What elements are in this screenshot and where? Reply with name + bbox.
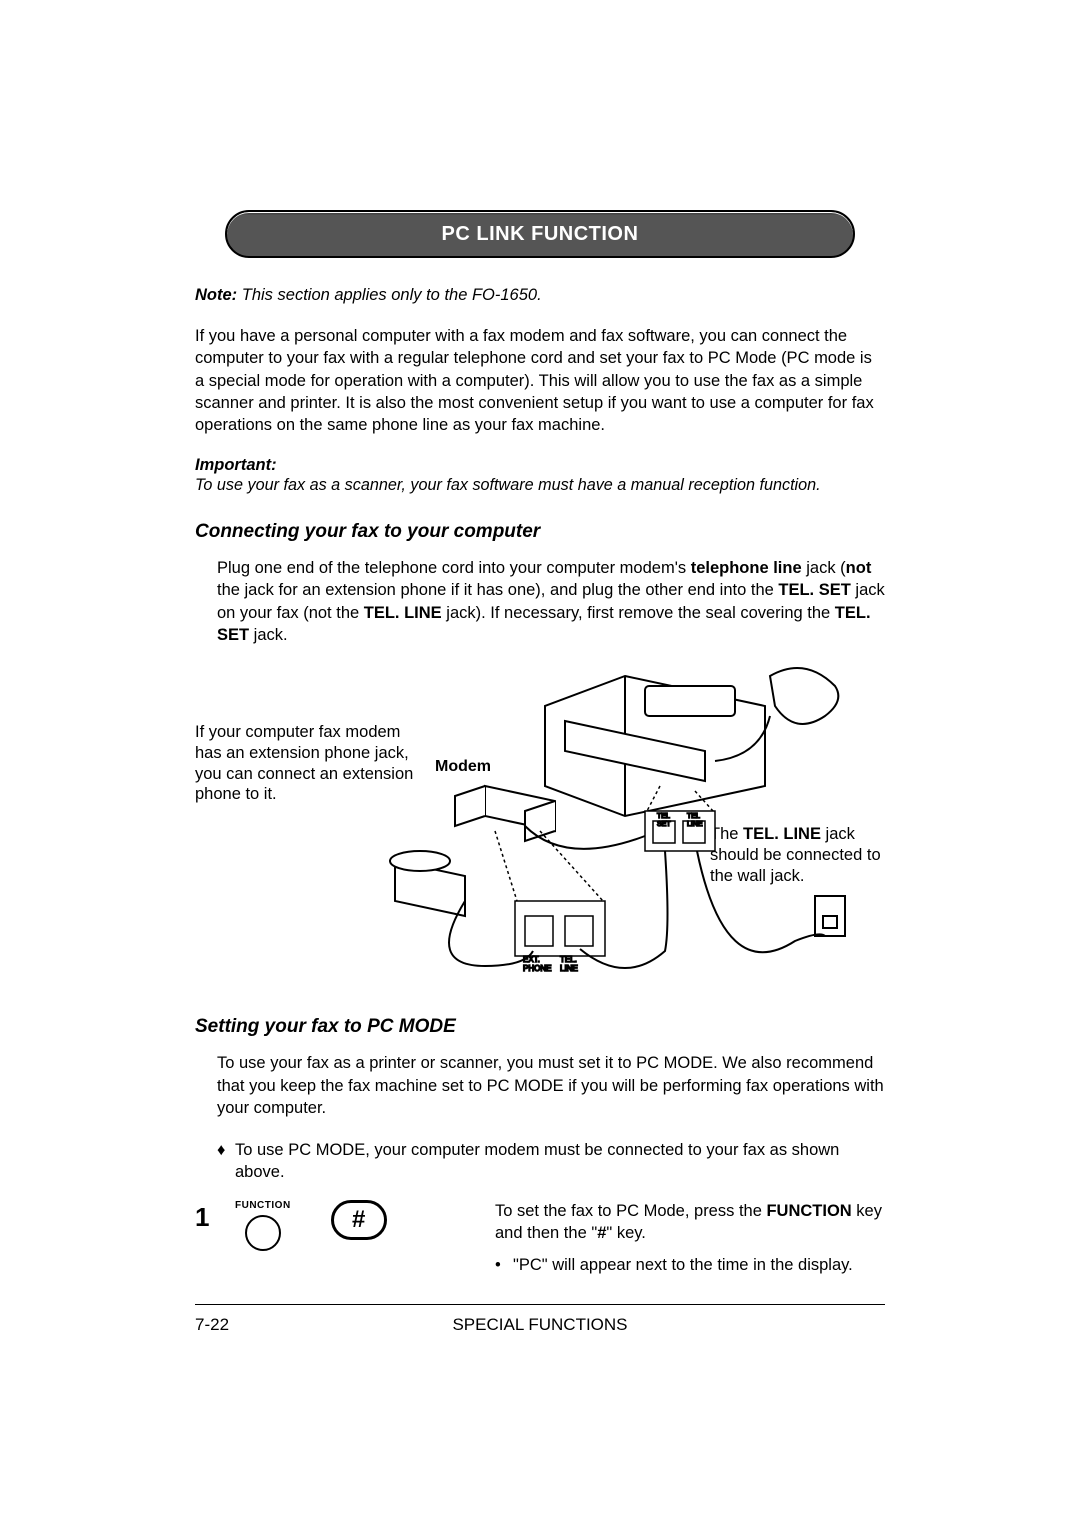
section-header-title: Pc Link Function (442, 223, 639, 246)
txt-bold: not (846, 559, 872, 577)
footer-page-number: 7-22 (195, 1315, 229, 1335)
footer-spacer (880, 1315, 885, 1335)
step-keys: FUNCTION # (235, 1200, 495, 1251)
intro-paragraph: If you have a personal computer with a f… (195, 325, 885, 436)
hash-key-icon: # (331, 1200, 387, 1240)
hash-key-glyph: # (352, 1206, 365, 1234)
important-text: To use your fax as a scanner, your fax s… (195, 475, 885, 497)
txt: " key. (606, 1224, 645, 1242)
txt-bold: TEL. LINE (364, 604, 442, 622)
subheading-connecting: Connecting your fax to your computer (195, 521, 885, 543)
note-text: This section applies only to the FO-1650… (237, 286, 542, 304)
footer-rule (195, 1304, 885, 1305)
function-key-label: FUNCTION (235, 1200, 291, 1211)
note-label: Note: (195, 286, 237, 304)
important-label: Important: (195, 456, 885, 475)
txt-bold: telephone line (691, 559, 802, 577)
pcmode-paragraph: To use your fax as a printer or scanner,… (217, 1052, 885, 1119)
txt: To set the fax to PC Mode, press the (495, 1202, 766, 1220)
function-key-icon (245, 1215, 281, 1251)
function-key: FUNCTION (235, 1200, 291, 1251)
connecting-paragraph: Plug one end of the telephone cord into … (217, 557, 885, 646)
step-sub-bullet: • "PC" will appear next to the time in t… (495, 1254, 885, 1276)
txt: Plug one end of the telephone cord into … (217, 559, 691, 577)
txt: jack ( (802, 559, 846, 577)
txt: jack. (249, 626, 288, 644)
section-header-pill: Pc Link Function (225, 210, 855, 258)
txt-bold: FUNCTION (766, 1202, 851, 1220)
subheading-pcmode: Setting your fax to PC MODE (195, 1016, 885, 1038)
diagram-illustration: TEL SET TEL LINE EXT. TEL. PHONE LINE (365, 666, 865, 1006)
svg-text:TEL: TEL (687, 813, 700, 820)
pcmode-bullet: ♦ To use PC MODE, your computer modem mu… (217, 1139, 885, 1184)
page-footer: 7-22 SPECIAL FUNCTIONS (195, 1315, 885, 1335)
step-instruction: To set the fax to PC Mode, press the FUN… (495, 1200, 885, 1277)
pcmode-bullet-text: To use PC MODE, your computer modem must… (235, 1139, 885, 1184)
step-number: 1 (195, 1200, 235, 1233)
step-1-row: 1 FUNCTION # To set the fax to PC Mode, … (195, 1200, 885, 1277)
svg-text:LINE: LINE (560, 964, 578, 973)
connection-diagram: If your computer fax modem has an extens… (195, 666, 885, 1006)
txt-bold: # (597, 1224, 606, 1242)
note-line: Note: This section applies only to the F… (195, 286, 885, 305)
txt: jack). If necessary, first remove the se… (442, 604, 835, 622)
svg-text:PHONE: PHONE (523, 964, 551, 973)
step-sub-text: "PC" will appear next to the time in the… (513, 1254, 853, 1276)
svg-text:TEL: TEL (657, 813, 670, 820)
svg-text:TEL.: TEL. (560, 955, 577, 964)
bullet-dot-icon: • (495, 1254, 513, 1276)
txt-bold: TEL. SET (778, 581, 850, 599)
manual-page: Pc Link Function Note: This section appl… (0, 0, 1080, 1528)
diamond-bullet-icon: ♦ (217, 1139, 235, 1184)
svg-text:LINE: LINE (687, 821, 703, 828)
txt: the jack for an extension phone if it ha… (217, 581, 778, 599)
svg-text:SET: SET (657, 821, 671, 828)
footer-chapter: SPECIAL FUNCTIONS (452, 1315, 627, 1335)
